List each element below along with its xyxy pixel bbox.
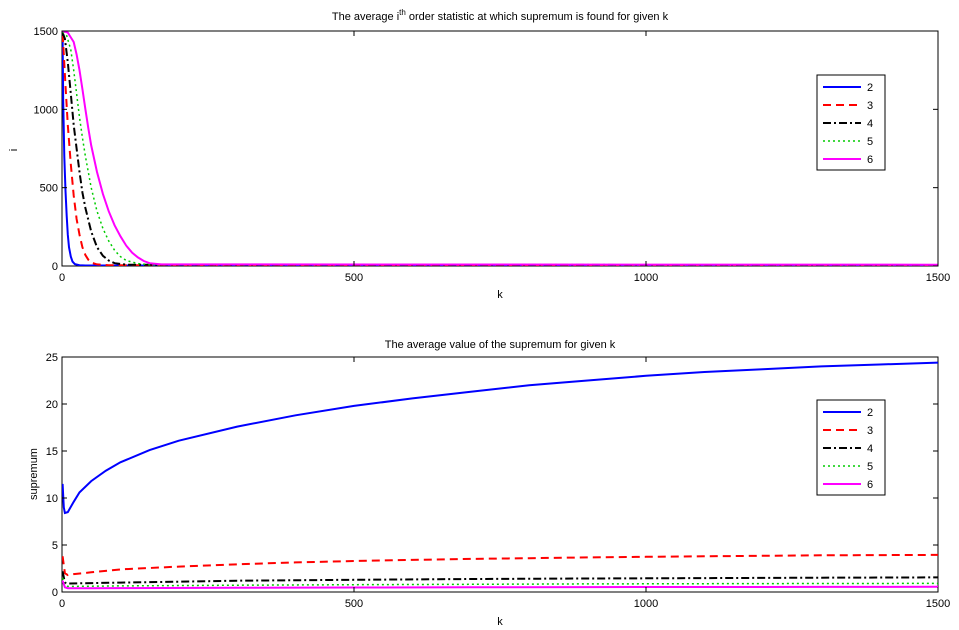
chart-title: The average value of the supremum for gi…	[385, 339, 616, 351]
chart-title: The average ith order statistic at which…	[332, 8, 669, 23]
x-tick-label: 1000	[634, 272, 658, 284]
chart-top: 0 500 1000 1500 0 500 1000 1500 The average ith …	[8, 8, 950, 301]
series-line-3	[62, 553, 938, 577]
legend-label-4: 4	[867, 443, 873, 455]
y-tick-label: 20	[46, 399, 58, 411]
legend-label-3: 3	[867, 100, 873, 112]
x-tick-label: 500	[345, 598, 363, 610]
series-line-4	[62, 571, 938, 585]
y-axis-label: supremum	[28, 448, 40, 500]
x-axis-label: k	[497, 289, 503, 301]
y-tick-label: 0	[52, 261, 58, 273]
series-line-5	[62, 31, 938, 266]
y-tick-label: 5	[52, 540, 58, 552]
legend-label-5: 5	[867, 461, 873, 473]
x-tick-label: 1500	[926, 272, 950, 284]
x-tick-label: 500	[345, 272, 363, 284]
legend-label-2: 2	[867, 407, 873, 419]
chart-title-prefix: The average i	[332, 11, 399, 23]
series-line-2	[62, 38, 938, 266]
legend: 2 3 4 5 6	[816, 74, 886, 171]
legend-label-2: 2	[867, 82, 873, 94]
y-axis-label: i	[8, 149, 20, 151]
legend-label-5: 5	[867, 136, 873, 148]
y-tick-label: 1500	[34, 26, 58, 38]
chart-title-superscript: th	[399, 8, 406, 17]
y-tick-label: 15	[46, 446, 58, 458]
series-line-6	[62, 580, 938, 590]
series-group	[62, 31, 938, 266]
y-tick-label: 500	[40, 183, 58, 195]
legend-label-4: 4	[867, 118, 873, 130]
y-tick-label: 1000	[34, 104, 58, 116]
y-tick-label: 0	[52, 587, 58, 599]
legend-label-3: 3	[867, 425, 873, 437]
series-line-2	[62, 361, 938, 515]
legend: 2 3 4 5 6	[816, 399, 886, 496]
x-tick-label: 1000	[634, 598, 658, 610]
x-tick-label: 0	[59, 598, 65, 610]
series-line-5	[62, 577, 938, 588]
plot-area	[61, 356, 939, 593]
legend-label-6: 6	[867, 154, 873, 166]
series-group	[62, 361, 938, 590]
x-tick-label: 1500	[926, 598, 950, 610]
y-tick-label: 10	[46, 493, 58, 505]
x-tick-label: 0	[59, 272, 65, 284]
chart-title-suffix: order statistic at which supremum is fou…	[406, 11, 669, 23]
series-line-3	[62, 34, 938, 266]
plot-area	[61, 30, 939, 267]
legend-label-6: 6	[867, 479, 873, 491]
x-axis-label: k	[497, 616, 503, 628]
y-tick-label: 25	[46, 352, 58, 364]
series-line-6	[62, 31, 938, 266]
